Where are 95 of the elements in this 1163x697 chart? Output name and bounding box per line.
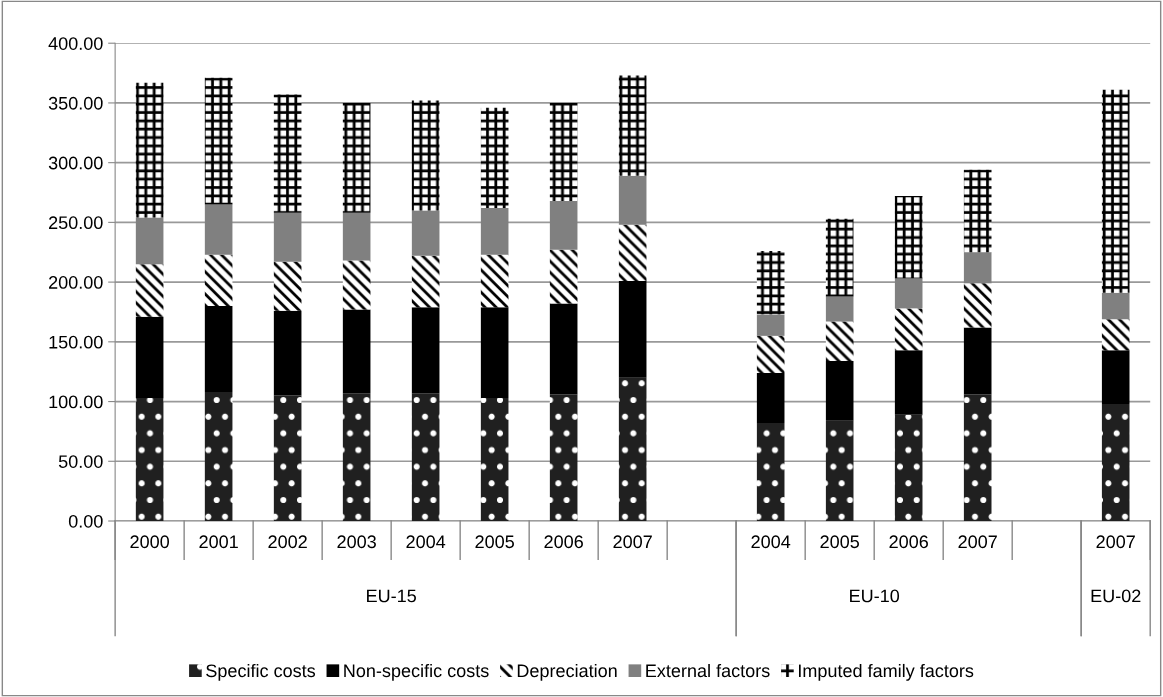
bar [825, 360, 854, 421]
bar [411, 307, 440, 394]
bar [963, 394, 992, 522]
bar [342, 260, 371, 310]
y-tick-label: 250.00 [49, 216, 103, 230]
bar [480, 397, 509, 522]
bar [1101, 89, 1130, 293]
bar [618, 224, 647, 281]
bar [273, 212, 302, 262]
bar [342, 102, 371, 213]
bar [342, 309, 371, 394]
bar [135, 82, 164, 218]
y-tick-label: 0.00 [68, 514, 103, 528]
text: EU-02 [1091, 589, 1141, 603]
x-tick-label: 2003 [337, 535, 376, 549]
y-tick-label: 200.00 [49, 276, 103, 289]
legend-label: Non-specific costs [344, 663, 489, 681]
x-tick-label: 2007 [958, 535, 997, 549]
bar [549, 200, 578, 250]
x-tick-label: 2007 [1096, 535, 1135, 549]
bar [135, 264, 164, 317]
bar [480, 307, 509, 398]
legend-label: Specific costs [206, 663, 316, 681]
bar [756, 372, 785, 424]
y-tick-label: 400.00 [48, 37, 103, 50]
bar [549, 102, 578, 201]
legend-label: External factors [646, 663, 770, 678]
bar [135, 397, 164, 522]
bar [1101, 319, 1130, 351]
bar [204, 204, 233, 255]
y-tick-label: 100.00 [49, 395, 103, 409]
bar [273, 395, 302, 522]
bar [273, 94, 302, 213]
bar [273, 310, 302, 396]
bar [756, 423, 785, 522]
y-tick-label: 350.00 [48, 96, 103, 110]
bar [825, 296, 854, 322]
legend-label: Depreciation [517, 663, 617, 681]
bar [894, 308, 923, 351]
bar [549, 249, 578, 304]
y-tick-label: 150.00 [49, 335, 103, 349]
bar [894, 414, 923, 522]
bar [963, 252, 992, 284]
bar [1101, 350, 1130, 404]
x-tick-label: 2001 [199, 535, 238, 549]
x-tick-label: 2002 [268, 535, 307, 549]
bar [963, 327, 992, 395]
bar [756, 314, 785, 336]
x-tick-label: 2000 [130, 535, 170, 549]
bar [411, 255, 440, 308]
bar [342, 212, 371, 261]
bar [618, 377, 647, 522]
bar [342, 393, 371, 522]
bar [411, 393, 440, 522]
bar [756, 335, 785, 373]
bar [549, 394, 578, 522]
bar [1101, 403, 1130, 522]
bar [480, 208, 509, 255]
y-tick-label: 300.00 [48, 156, 103, 170]
x-tick-label: 2004 [406, 535, 446, 549]
bar [618, 280, 647, 378]
bar [549, 303, 578, 395]
bar [756, 251, 785, 315]
bar [135, 217, 164, 265]
text: EU-15 [367, 589, 416, 603]
bar [894, 278, 923, 309]
text: EU-10 [850, 589, 900, 603]
x-tick-label: 2007 [613, 535, 652, 549]
bar [825, 420, 854, 522]
bar [273, 261, 302, 311]
x-tick-label: 2004 [751, 535, 791, 549]
bar [963, 283, 992, 328]
x-tick-label: 2005 [820, 535, 860, 549]
bar [411, 210, 440, 256]
y-tick-label: 50.00 [58, 455, 103, 468]
bar [480, 107, 509, 209]
bar [204, 77, 233, 205]
x-tick-label: 2005 [475, 535, 514, 549]
bar [1101, 292, 1130, 320]
x-tick-label: 2006 [889, 535, 928, 549]
bar [135, 316, 164, 398]
bar [963, 169, 992, 253]
bar [894, 350, 923, 415]
bar [411, 100, 440, 211]
x-tick-label: 2006 [544, 535, 583, 549]
bar [480, 254, 509, 308]
bar [825, 321, 854, 361]
bar [204, 306, 233, 392]
bar [204, 254, 233, 306]
bar [204, 392, 233, 522]
bar [825, 218, 854, 297]
bar [618, 175, 647, 225]
legend-label: Imputed family factors [798, 663, 974, 681]
bar [894, 196, 923, 279]
bar [618, 75, 647, 176]
